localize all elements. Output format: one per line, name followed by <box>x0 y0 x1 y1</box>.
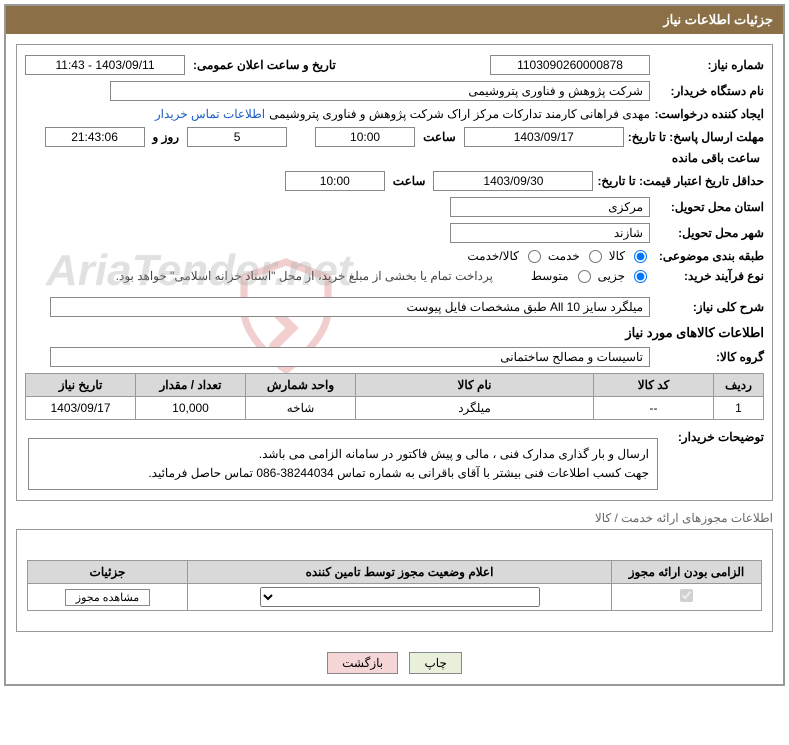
th-details: جزئیات <box>28 561 188 584</box>
price-validity-label: حداقل تاریخ اعتبار قیمت: تا تاریخ: <box>597 174 764 188</box>
license-section: الزامی بودن ارائه مجوز اعلام وضعیت مجوز … <box>16 529 773 632</box>
td-details: مشاهده مجوز <box>28 584 188 611</box>
radio-partial[interactable] <box>634 270 647 283</box>
table-header-row: ردیف کد کالا نام کالا واحد شمارش تعداد /… <box>26 374 764 397</box>
response-deadline-label: مهلت ارسال پاسخ: تا تاریخ: <box>628 130 764 144</box>
license-row: مشاهده مجوز <box>28 584 762 611</box>
td-code: -- <box>594 397 714 420</box>
license-header-row: الزامی بودن ارائه مجوز اعلام وضعیت مجوز … <box>28 561 762 584</box>
request-no-value: 1103090260000878 <box>490 55 650 75</box>
creator-label: ایجاد کننده درخواست: <box>654 107 764 121</box>
table-row: 1 -- میلگرد شاخه 10,000 1403/09/17 <box>26 397 764 420</box>
contact-buyer-link[interactable]: اطلاعات تماس خریدار <box>155 107 265 121</box>
buyer-desc-box: ارسال و بار گذاری مدارک فنی ، مالی و پیش… <box>28 438 658 490</box>
goods-table: ردیف کد کالا نام کالا واحد شمارش تعداد /… <box>25 373 764 420</box>
summary-label: شرح کلی نیاز: <box>654 300 764 314</box>
group-value: تاسیسات و مصالح ساختمانی <box>50 347 650 367</box>
desc-line-2: جهت کسب اطلاعات فنی بیشتر با آقای باقران… <box>37 464 649 483</box>
goods-section-title: اطلاعات کالاهای مورد نیاز <box>25 325 764 341</box>
days-count-value: 5 <box>187 127 287 147</box>
price-validity-date: 1403/09/30 <box>433 171 593 191</box>
main-form-section: شماره نیاز: 1103090260000878 تاریخ و ساع… <box>16 44 773 501</box>
radio-medium[interactable] <box>578 270 591 283</box>
license-table: الزامی بودن ارائه مجوز اعلام وضعیت مجوز … <box>27 560 762 611</box>
th-status: اعلام وضعیت مجوز توسط تامین کننده <box>188 561 612 584</box>
cat-service-label: خدمت <box>548 249 580 263</box>
response-date-value: 1403/09/17 <box>464 127 624 147</box>
status-select[interactable] <box>260 587 540 607</box>
th-name: نام کالا <box>356 374 594 397</box>
page-header: جزئیات اطلاعات نیاز <box>6 6 783 34</box>
th-code: کد کالا <box>594 374 714 397</box>
td-row: 1 <box>714 397 764 420</box>
remaining-time-value: 21:43:06 <box>45 127 145 147</box>
proc-partial-label: جزیی <box>598 269 625 283</box>
th-qty: تعداد / مقدار <box>136 374 246 397</box>
td-mandatory <box>612 584 762 611</box>
response-time-value: 10:00 <box>315 127 415 147</box>
th-mandatory: الزامی بودن ارائه مجوز <box>612 561 762 584</box>
th-unit: واحد شمارش <box>246 374 356 397</box>
th-row: ردیف <box>714 374 764 397</box>
td-date: 1403/09/17 <box>26 397 136 420</box>
radio-goods-service[interactable] <box>528 250 541 263</box>
buyer-org-label: نام دستگاه خریدار: <box>654 84 764 98</box>
buyer-org-value: شرکت پژوهش و فناوری پتروشیمی <box>110 81 650 101</box>
radio-service[interactable] <box>589 250 602 263</box>
city-value: شازند <box>450 223 650 243</box>
td-qty: 10,000 <box>136 397 246 420</box>
time-label-2: ساعت <box>389 174 430 188</box>
radio-goods[interactable] <box>634 250 647 263</box>
province-value: مرکزی <box>450 197 650 217</box>
proc-medium-label: متوسط <box>531 269 569 283</box>
request-no-label: شماره نیاز: <box>654 58 764 72</box>
license-header-text: اطلاعات مجوزهای ارائه خدمت / کالا <box>16 511 773 525</box>
buyer-desc-label: توضیحات خریدار: <box>664 430 764 444</box>
print-button[interactable]: چاپ <box>409 652 461 674</box>
summary-value: میلگرد سایز All 10 طبق مشخصات فایل پیوست <box>50 297 650 317</box>
th-date: تاریخ نیاز <box>26 374 136 397</box>
announce-label: تاریخ و ساعت اعلان عمومی: <box>189 58 340 72</box>
td-unit: شاخه <box>246 397 356 420</box>
back-button[interactable]: بازگشت <box>327 652 398 674</box>
days-and-label: روز و <box>149 130 184 144</box>
td-name: میلگرد <box>356 397 594 420</box>
creator-value: مهدی فراهانی کارمند تدارکات مرکز اراک شر… <box>269 107 650 121</box>
payment-note: پرداخت تمام یا بخشی از مبلغ خرید، از محل… <box>116 269 493 283</box>
province-label: استان محل تحویل: <box>654 200 764 214</box>
time-label-1: ساعت <box>419 130 460 144</box>
mandatory-checkbox <box>680 589 693 602</box>
desc-line-1: ارسال و بار گذاری مدارک فنی ، مالی و پیش… <box>37 445 649 464</box>
action-buttons-row: چاپ بازگشت <box>6 642 783 684</box>
process-label: نوع فرآیند خرید: <box>654 269 764 283</box>
announce-value: 1403/09/11 - 11:43 <box>25 55 185 75</box>
td-status <box>188 584 612 611</box>
remaining-label: ساعت باقی مانده <box>668 151 764 165</box>
city-label: شهر محل تحویل: <box>654 226 764 240</box>
category-label: طبقه بندی موضوعی: <box>654 249 764 263</box>
price-validity-time: 10:00 <box>285 171 385 191</box>
group-label: گروه کالا: <box>654 350 764 364</box>
cat-goods-label: کالا <box>609 249 625 263</box>
cat-goods-service-label: کالا/خدمت <box>467 249 518 263</box>
view-license-button[interactable]: مشاهده مجوز <box>65 589 150 606</box>
